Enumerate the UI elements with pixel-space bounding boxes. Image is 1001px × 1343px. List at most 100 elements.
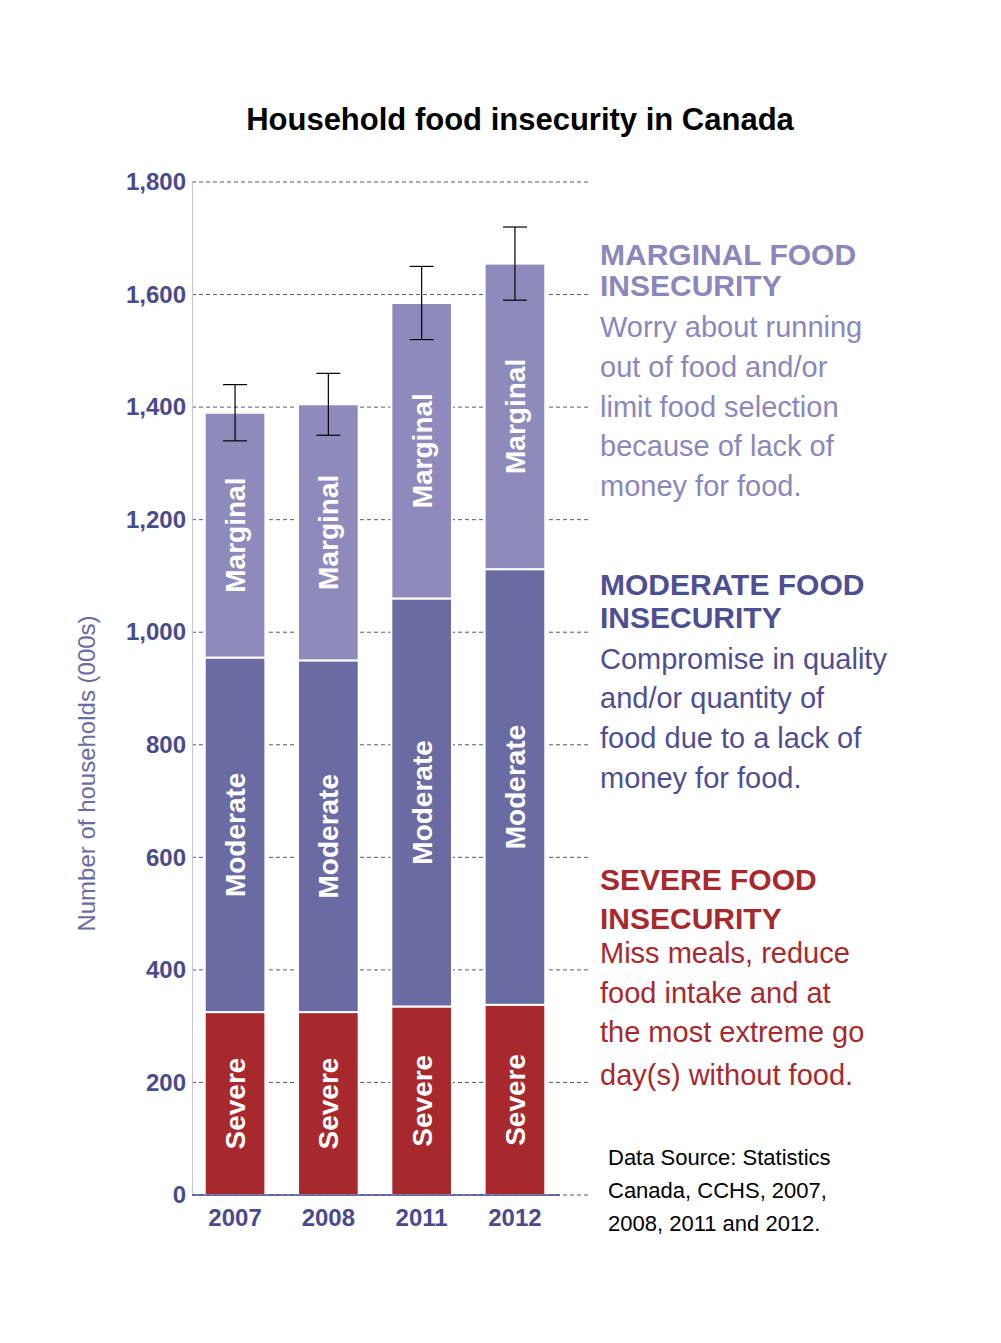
annotation-text: day(s) without food. [600, 1059, 853, 1091]
y-tick: 800 [146, 731, 192, 758]
error-bar-line [316, 373, 340, 374]
y-tick: 600 [146, 844, 192, 871]
y-tick: 1,800 [126, 168, 192, 195]
annotation-heading: MARGINAL FOOD [600, 238, 856, 271]
x-tick-label: 2012 [488, 1204, 541, 1231]
grid [192, 182, 590, 1195]
y-tick: 1,200 [126, 506, 192, 533]
x-tick: 2007 [208, 1195, 261, 1231]
source: Canada, CCHS, 2007, [608, 1178, 827, 1203]
y-axis-line [192, 183, 193, 1196]
bar-segment [205, 413, 266, 658]
x-tick: 2012 [488, 1195, 541, 1231]
error-bar-line [223, 384, 247, 385]
y-tick-label: 200 [146, 1069, 186, 1096]
y-tick-label: 0 [173, 1181, 186, 1208]
segment-label: Moderate [500, 725, 531, 849]
segment-label: Moderate [220, 773, 251, 897]
y-tick: 1,000 [126, 618, 192, 645]
bar-segment [298, 1012, 359, 1195]
x-tick-label: 2011 [396, 1204, 448, 1231]
annotation-text: money for food. [600, 762, 802, 794]
error-bar-line [223, 440, 247, 441]
annotation-text: and/or quantity of [600, 682, 825, 714]
annotation-text: the most extreme go [600, 1016, 864, 1048]
segment-label: Severe [313, 1058, 344, 1150]
annotation-heading: MODERATE FOOD [600, 568, 864, 601]
error-bar-line [503, 226, 527, 227]
error-bar [503, 227, 527, 300]
annotation-text: food due to a lack of [600, 722, 862, 754]
x-axis: 2007 2008 2011 2012 [192, 1195, 560, 1231]
y-tick-label: 400 [146, 956, 186, 983]
y-tick: 400 [146, 956, 192, 983]
annotation-text: food intake and at [600, 977, 831, 1009]
error-bar-line [234, 385, 235, 441]
error-bar-line [316, 435, 340, 436]
grid-line [192, 1195, 590, 1196]
y-tick: 1,600 [126, 281, 192, 308]
marks [205, 227, 546, 1195]
error-bar-line [503, 300, 527, 301]
annotations: MARGINAL FOODINSECURITYWorry about runni… [600, 238, 887, 1091]
y-tick: 0 [173, 1181, 192, 1208]
error-bar-line [410, 266, 434, 267]
y-tick: 1,400 [126, 393, 192, 420]
x-tick-label: 2008 [302, 1204, 355, 1231]
segment-label: Marginal [407, 393, 438, 508]
x-tick: 2011 [396, 1195, 448, 1231]
annotation-heading: INSECURITY [600, 601, 782, 634]
error-bar-line [328, 373, 329, 435]
bar-segment [205, 1012, 266, 1195]
bar-segment [485, 569, 546, 1005]
annotation-text: money for food. [600, 470, 802, 502]
segment-labels: Severe Severe Severe Severe Moderate Moderate… [220, 359, 531, 1150]
bar-segment [485, 1005, 546, 1195]
error-bar [410, 266, 434, 339]
annotation-text: Worry about running [600, 311, 862, 343]
y-tick-label: 1,000 [126, 618, 186, 645]
segment-label: Marginal [220, 478, 251, 593]
y-tick-label: 800 [146, 731, 186, 758]
segment-label: Severe [407, 1055, 438, 1147]
source: 2008, 2011 and 2012. [608, 1211, 820, 1236]
y-tick: 200 [146, 1069, 192, 1096]
bar-segment [391, 1006, 452, 1195]
segment-label: Moderate [313, 774, 344, 898]
x-tick-label: 2007 [208, 1204, 261, 1231]
annotation-text: because of lack of [600, 430, 835, 462]
x-tick: 2008 [302, 1195, 355, 1231]
bar-segment [391, 598, 452, 1006]
annotation-heading: INSECURITY [600, 269, 782, 302]
error-bar-line [421, 266, 422, 339]
chart: Household food insecurity in Canada 0 200 4… [0, 0, 1001, 1343]
source: Data Source: Statistics [608, 1145, 831, 1170]
y-tick-label: 1,400 [126, 393, 186, 420]
y-tick-label: 600 [146, 844, 186, 871]
annotation-text: Compromise in quality [600, 643, 887, 675]
annotation-text: limit food selection [600, 391, 839, 423]
annotation-heading: INSECURITY [600, 902, 782, 935]
segment-label: Severe [220, 1058, 251, 1150]
title: Household food insecurity in Canada [246, 102, 794, 137]
annotation-text: Miss meals, reduce [600, 937, 850, 969]
segment-label: Marginal [313, 475, 344, 590]
bar-segment [391, 303, 452, 598]
bar-segment [298, 660, 359, 1012]
segment-label: Marginal [500, 359, 531, 474]
bar-segment [298, 404, 359, 660]
bar-segment [205, 658, 266, 1013]
error-bar [316, 373, 340, 435]
y-tick-label: 1,600 [126, 281, 186, 308]
x-axis-line [192, 1194, 560, 1196]
error-bar [223, 385, 247, 441]
grid-line [192, 182, 590, 183]
annotation-text: out of food and/or [600, 351, 828, 383]
annotation-heading: SEVERE FOOD [600, 863, 817, 896]
y-tick-label: 1,200 [126, 506, 186, 533]
error-bar-line [410, 339, 434, 340]
segment-label: Severe [500, 1054, 531, 1146]
y-axis-title: Number of households (000s) [73, 615, 100, 931]
error-bar-line [514, 227, 515, 300]
segment-label: Moderate [407, 740, 438, 864]
